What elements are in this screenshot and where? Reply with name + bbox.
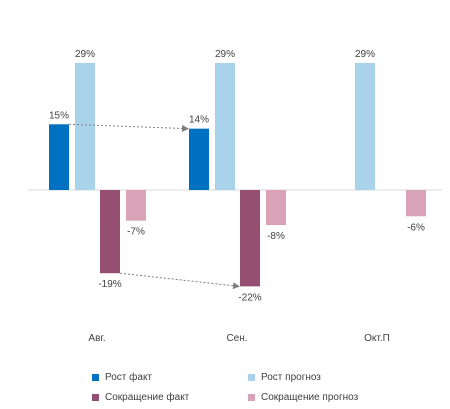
data-label-3-2: -22% — [238, 292, 261, 303]
legend-label-reduction-fact: Сокращение факт — [105, 392, 190, 403]
data-label-1-2: 14% — [189, 115, 209, 126]
bar-1-1 — [49, 124, 69, 190]
data-label-4-3: -6% — [407, 222, 425, 233]
data-label-4-1: -7% — [127, 227, 145, 238]
category-label-1: Авг. — [88, 333, 105, 344]
data-label-3-1: -19% — [98, 279, 121, 290]
trend-arrow-2 — [119, 272, 240, 290]
legend-label-growth-forecast: Рост прогноз — [261, 372, 321, 383]
bar-3-1 — [100, 190, 120, 274]
bar-1-2 — [189, 128, 209, 190]
bar-3-2 — [240, 190, 260, 287]
bar-4-2 — [266, 190, 286, 226]
bar-4-1 — [126, 190, 146, 221]
category-label-3: Окт.П — [364, 333, 390, 344]
bar-2-3 — [355, 62, 375, 191]
legend-swatch-growth-fact — [92, 374, 99, 381]
legend-item-reduction-fact: Сокращение факт — [92, 392, 189, 403]
data-label-2-2: 29% — [215, 49, 235, 60]
bar-chart: 15% 14% 29% 29% 29% -19% -22% -7% -8% -6% Авг. Сен.… — [28, 49, 442, 344]
bar-2-2 — [215, 62, 235, 191]
legend-label-reduction-forecast: Сокращение прогноз — [261, 392, 359, 403]
legend-label-growth-fact: Рост факт — [105, 372, 153, 383]
data-label-2-3: 29% — [355, 49, 375, 60]
legend-item-growth-forecast: Рост прогноз — [248, 372, 321, 383]
bar-4-3 — [406, 190, 426, 217]
category-label-2: Сен. — [226, 333, 247, 344]
data-label-4-2: -8% — [267, 231, 285, 242]
legend-item-growth-fact: Рост факт — [92, 372, 152, 383]
legend-swatch-growth-forecast — [248, 374, 255, 381]
data-label-1-1: 15% — [49, 110, 69, 121]
bar-2-1 — [75, 62, 95, 191]
chart-legend: Рост факт Рост прогноз Сокращение факт С… — [0, 364, 450, 409]
data-label-2-1: 29% — [75, 49, 95, 60]
legend-item-reduction-forecast: Сокращение прогноз — [248, 392, 358, 403]
legend-swatch-reduction-forecast — [248, 394, 255, 401]
legend-swatch-reduction-fact — [92, 394, 99, 401]
